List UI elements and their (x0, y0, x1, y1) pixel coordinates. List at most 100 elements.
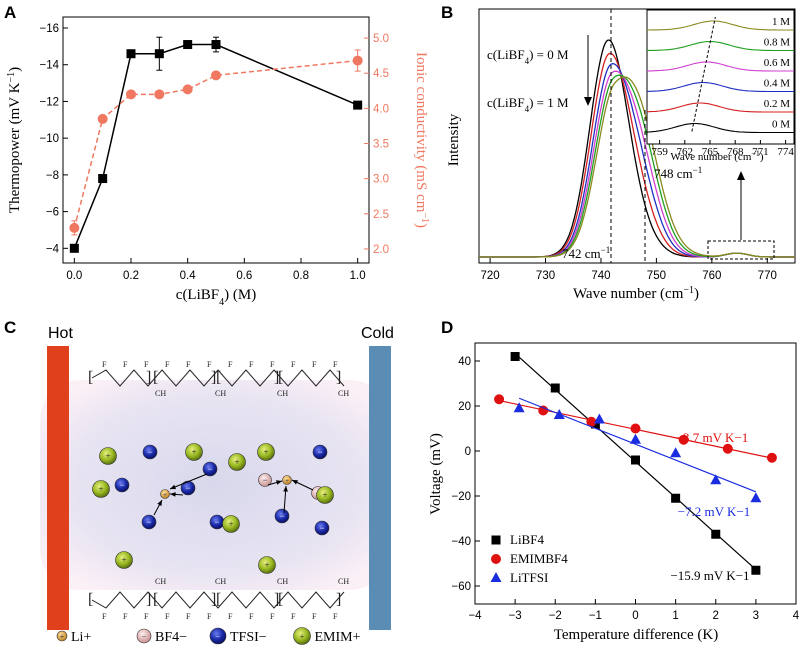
coordination-arrowhead (276, 480, 282, 485)
panel-b-label-748: 748 cm−1 (654, 165, 702, 181)
emim-ion (185, 443, 203, 461)
polymer-bracket: ] (211, 591, 216, 608)
a-xtick-label: 0.6 (236, 270, 252, 282)
d-point-square (631, 455, 640, 465)
a-point-square (154, 49, 164, 59)
a-y2tick-label: 4.5 (373, 68, 389, 80)
d-point-square (550, 383, 560, 393)
b-inset-label: 0.8 M (764, 37, 791, 49)
polymer-bracket: [ (216, 369, 221, 386)
b-inset-label: 0.6 M (764, 57, 791, 69)
tfsi-ion-sign: − (214, 517, 219, 527)
d-legend-label: LiBF4 (510, 532, 544, 547)
d-point-circle (678, 434, 689, 445)
b-inset-line (647, 61, 794, 72)
li-ion-sign: + (285, 477, 289, 485)
polymer-fluorine: F (207, 360, 212, 369)
a-ytick-label: −10 (39, 133, 59, 145)
emim-ion-sign: + (322, 490, 327, 500)
tfsi-ion-sign: − (146, 517, 151, 527)
polymer-fluorine: F (165, 360, 170, 369)
legend-swatch-sign: − (216, 632, 221, 641)
legend-swatch-sign: + (300, 632, 305, 641)
d-ytick-label: 0 (465, 446, 471, 458)
gel-region (40, 380, 390, 590)
panel-b-inset: 759 762 765 768 771 774 1 M 0.8 M 0.6 M 0.4 M 0.2 … (646, 16, 794, 158)
b-inset-line (646, 40, 794, 52)
b-inset-line (646, 122, 794, 134)
d-point-triangle (513, 402, 525, 413)
a-point-square (183, 40, 193, 50)
panel-a-x-ticks: 0.0 0.2 0.4 0.6 0.8 1.0 (66, 258, 366, 282)
polymer-bracket: ] (211, 369, 216, 386)
panel-b-inset-frame (646, 9, 795, 145)
panel-d-y-ticks: 40 20 0 −20 −40 −60 (451, 356, 480, 593)
panel-a-series (69, 36, 363, 253)
panel-letter-a: A (4, 3, 16, 22)
b-inset-tick-label: 771 (752, 146, 769, 158)
d-ytick-label: −20 (451, 491, 471, 503)
emim-ion-sign: + (264, 560, 269, 570)
panel-letter-c: C (4, 318, 16, 337)
b-inset-line (647, 20, 794, 31)
a-y2tick-label: 2.5 (373, 209, 389, 221)
hot-electrode (47, 346, 69, 630)
schematic-legend: + Li+ − BF4− − TFSI− + EMIM+ (56, 627, 361, 645)
coordination-arrowhead (292, 480, 298, 485)
d-point-square (751, 565, 761, 575)
a-point-square (126, 49, 136, 59)
b-inset-line (646, 81, 794, 93)
d-ytick-label: −60 (451, 581, 471, 593)
a-point-square (69, 243, 79, 253)
d-xtick-label: −2 (549, 610, 562, 622)
ions-group: +−++−−−+−−−++++−−+−−++ (92, 443, 334, 574)
panel-a-xlabel: c(LiBF4) (M) (176, 287, 256, 308)
a-point-circle (154, 89, 165, 100)
panel-d-x-ticks: −4 −3 −2 −1 0 1 2 3 4 (468, 599, 800, 622)
polymer-chain-top: [][][][]F F F F F F F F F F F FCH CH CH CH (88, 360, 349, 398)
polymer-chain-bottom: [][][][]F F F F F F F F F F F FCH CH CH CH (88, 577, 349, 621)
d-xtick-label: 2 (713, 610, 719, 622)
d-legend-marker (491, 554, 501, 564)
emim-ion-sign: + (98, 484, 103, 494)
tfsi-ion-sign: − (319, 523, 324, 533)
b-xtick-label: 770 (758, 270, 777, 282)
legend-swatch (293, 627, 311, 645)
li-ion (160, 489, 170, 499)
panel-b-series (479, 39, 795, 258)
d-point-circle (586, 416, 597, 427)
polymer-fluorine: F (186, 612, 191, 621)
emim-ion (99, 447, 117, 465)
tfsi-ion-sign: − (119, 480, 124, 490)
emim-ion-sign: + (263, 447, 268, 457)
tfsi-ion (274, 508, 290, 524)
d-xtick-label: −4 (468, 610, 482, 622)
panel-b-xlabel: Wave number (cm−1) (573, 285, 699, 303)
b-inset-label: 1 M (772, 16, 790, 28)
emim-ion-sign: + (105, 451, 110, 461)
d-point-circle (538, 405, 549, 416)
d-xtick-label: −3 (509, 610, 522, 622)
b-inset-tick-label: 768 (727, 146, 744, 158)
b-inset-trend (691, 16, 716, 132)
polymer-methyl: CH (338, 577, 349, 586)
a-y2tick-label: 3.0 (373, 174, 389, 186)
bf4-ion-sign: − (262, 475, 267, 485)
panel-b-arrow-head (584, 97, 592, 106)
a-series-line (73, 59, 358, 229)
tfsi-ion-sign: − (207, 464, 212, 474)
polymer-fluorine: F (102, 612, 107, 621)
panel-a-ylabel: Thermopower (mV K−1) (6, 67, 24, 213)
a-point-square (211, 40, 221, 50)
b-inset-tick-label: 765 (702, 146, 719, 158)
emim-ion-sign: + (121, 555, 126, 565)
d-xtick-label: 0 (632, 610, 638, 622)
coordination-arrowhead (157, 500, 162, 506)
emim-ion-sign: + (228, 519, 233, 529)
polymer-fluorine: F (102, 360, 107, 369)
d-point-square (671, 493, 681, 503)
coordination-arrow (169, 473, 208, 490)
polymer-bracket: ] (336, 369, 341, 386)
polymer-bracket: [ (88, 369, 93, 386)
